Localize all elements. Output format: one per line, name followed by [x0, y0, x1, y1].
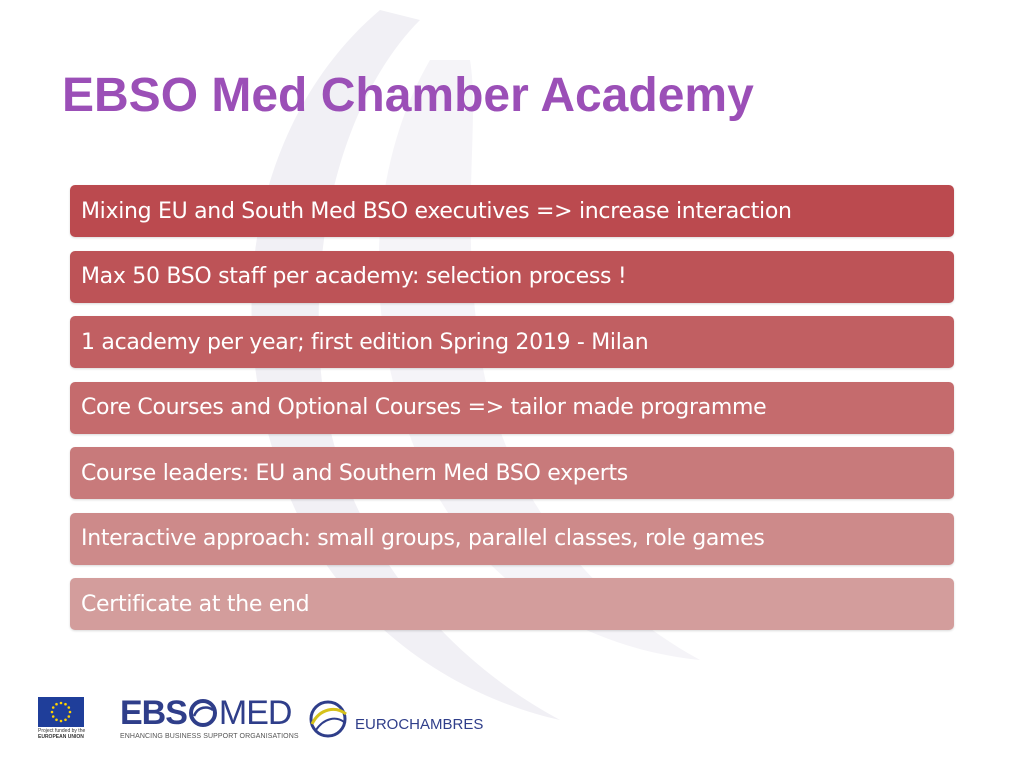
- bullet-bar: Core Courses and Optional Courses => tai…: [70, 381, 954, 434]
- eu-name-line: EUROPEAN UNION: [38, 734, 84, 740]
- ebsomed-logo: EBS MED: [120, 693, 293, 732]
- ebso-logo-prefix: EBS: [120, 693, 188, 732]
- footer-logos: Project funded by the EUROPEAN UNION EBS…: [0, 690, 1024, 768]
- bullet-bar: Max 50 BSO staff per academy: selection …: [70, 250, 954, 303]
- bullet-bar: Course leaders: EU and Southern Med BSO …: [70, 447, 954, 499]
- eu-stars-icon: [50, 701, 72, 723]
- bullet-list: Mixing EU and South Med BSO executives =…: [70, 185, 954, 644]
- eu-flag-logo: [38, 697, 84, 727]
- eurochambres-swirl-icon: [309, 700, 347, 738]
- ebsomed-tagline: ENHANCING BUSINESS SUPPORT ORGANISATIONS: [120, 733, 299, 740]
- ebso-logo-suffix: MED: [218, 693, 293, 732]
- eu-funding-caption: Project funded by the EUROPEAN UNION: [38, 728, 85, 740]
- bullet-bar: 1 academy per year; first edition Spring…: [70, 316, 954, 368]
- ebsomed-swirl-icon: [188, 699, 217, 727]
- bullet-bar: Interactive approach: small groups, para…: [70, 512, 954, 565]
- page-title: EBSO Med Chamber Academy: [62, 69, 754, 122]
- bullet-bar: Certificate at the end: [70, 578, 954, 630]
- eu-funding-line: Project funded by the: [38, 728, 86, 734]
- eurochambres-logo-text: EUROCHAMBRES: [355, 716, 484, 733]
- bullet-bar: Mixing EU and South Med BSO executives =…: [70, 185, 954, 237]
